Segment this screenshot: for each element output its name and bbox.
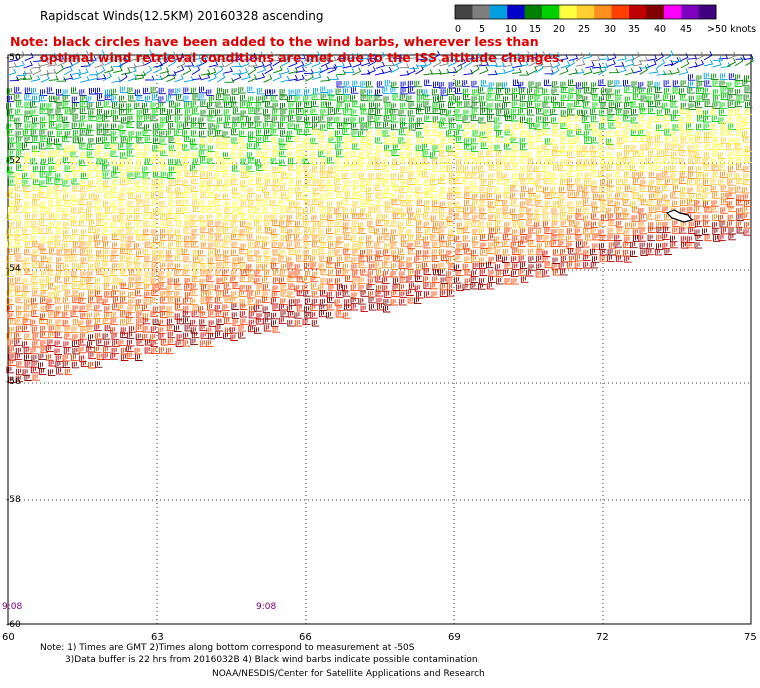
scale-swatch [646, 5, 665, 19]
scale-swatch [629, 5, 647, 19]
wind-barb-group [7, 50, 737, 76]
lat-label-54: -54 [6, 264, 21, 274]
scale-swatch [576, 5, 595, 19]
time-label: 9:08 [256, 602, 276, 612]
scale-swatch [681, 5, 700, 19]
scale-swatch [489, 5, 508, 19]
scale-label: 45 [680, 24, 692, 35]
scale-label: >50 knots [707, 24, 756, 35]
lat-label-60: -60 [6, 620, 21, 630]
scale-label: 0 [455, 24, 461, 35]
lat-label-58: -58 [6, 495, 21, 505]
scale-swatch [698, 5, 717, 19]
lon-label-69: 69 [448, 632, 461, 643]
map-title: Rapidscat Winds(12.5KM) 20160328 ascendi… [40, 9, 324, 23]
footer-note-1: Note: 1) Times are GMT 2)Times along bot… [40, 643, 415, 653]
note-line-2: optimal wind retrieval conditions are me… [40, 50, 564, 65]
scale-swatch [524, 5, 543, 19]
lon-label-72: 72 [596, 632, 609, 643]
lat-lon-grid [8, 55, 751, 624]
scale-label: 40 [654, 24, 666, 35]
scale-swatch [542, 5, 560, 19]
scale-label: 10 [505, 24, 517, 35]
scale-swatch [663, 5, 682, 19]
map-frame [7, 54, 752, 625]
lat-label-50: -50 [6, 53, 21, 63]
scale-label: 15 [529, 24, 541, 35]
time-label: 9:08 [2, 602, 22, 612]
scale-swatch [611, 5, 630, 19]
footer-note-2: 3)Data buffer is 22 hrs from 2016032B 4)… [65, 655, 478, 665]
scale-label: 25 [578, 24, 590, 35]
scale-border [454, 4, 717, 20]
scale-swatch [472, 5, 491, 19]
scale-label: 5 [479, 24, 485, 35]
scale-label: 35 [628, 24, 640, 35]
scale-swatch [455, 5, 473, 19]
lon-label-63: 63 [151, 632, 164, 643]
wind-barb-group [6, 163, 751, 341]
island-outline [665, 209, 694, 223]
scale-label: 20 [553, 24, 565, 35]
scale-swatch [594, 5, 613, 19]
wind-barbs [6, 49, 754, 383]
note-line-1: Note: black circles have been added to t… [10, 34, 539, 49]
lat-label-56: -56 [6, 377, 21, 387]
lon-label-60: 60 [2, 632, 15, 643]
scale-label: 30 [604, 24, 616, 35]
lon-label-75: 75 [744, 632, 757, 643]
wind-barb-group [8, 222, 751, 383]
lat-label-52: -52 [6, 156, 21, 166]
scale-swatch [507, 5, 526, 19]
wind-barb-group [6, 56, 754, 150]
footer-credit: NOAA/NESDIS/Center for Satellite Applica… [212, 669, 485, 679]
wind-barb-group [6, 80, 744, 187]
lon-label-66: 66 [299, 632, 312, 643]
wind-barb-group [6, 49, 731, 103]
scale-swatch [559, 5, 578, 19]
wind-speed-scale: 0 5 10 15 20 25 30 35 40 45 >50 knots [454, 4, 756, 35]
wind-barb-group [6, 214, 745, 383]
wind-barb-group [6, 131, 753, 299]
wind-barb-group [6, 192, 752, 381]
